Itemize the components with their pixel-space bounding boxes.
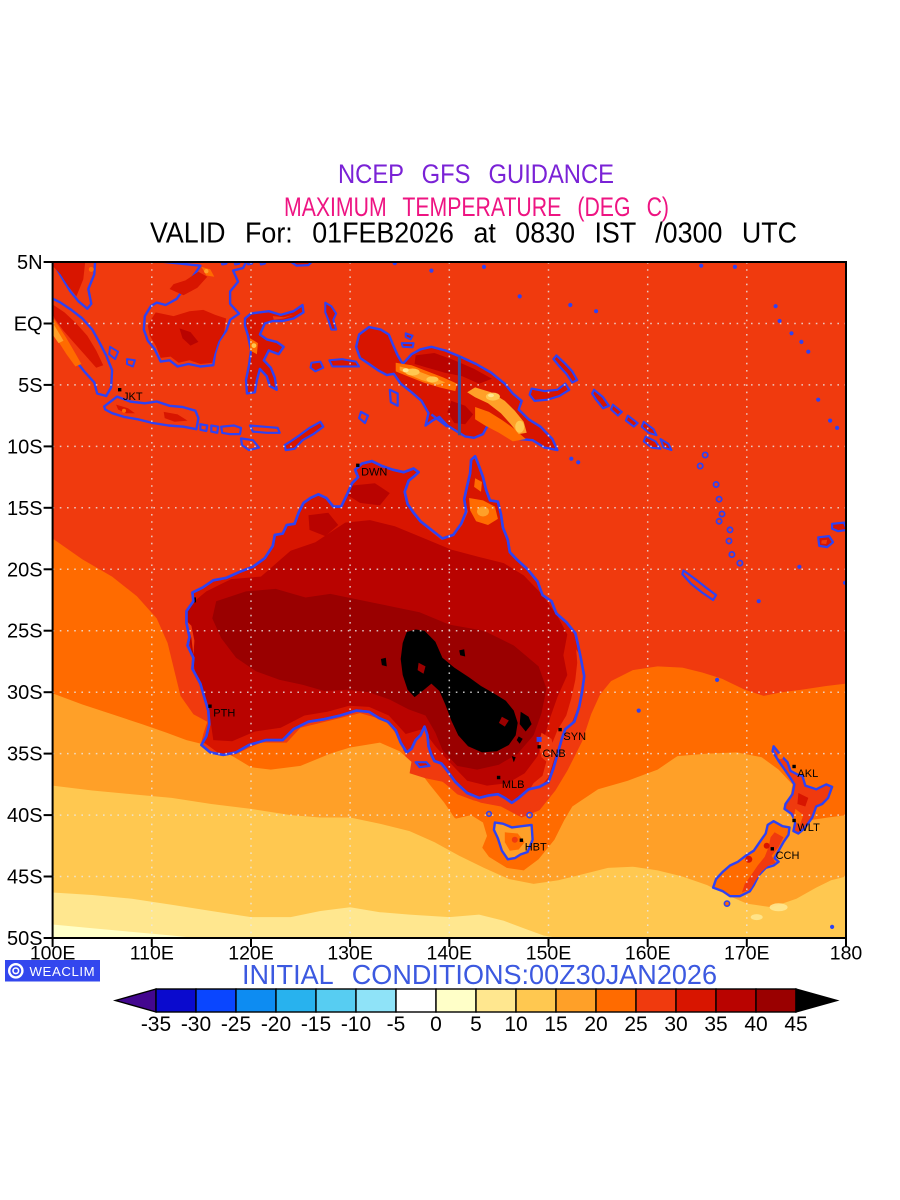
svg-text:40: 40 (744, 1013, 767, 1036)
svg-text:MLB: MLB (502, 779, 525, 791)
svg-text:45S: 45S (7, 867, 43, 889)
svg-text:150E: 150E (526, 943, 572, 965)
svg-text:-15: -15 (301, 1013, 331, 1036)
svg-text:VALID For: 01FEB2026 at 0830 I: VALID For: 01FEB2026 at 0830 IST /0300 U… (150, 218, 797, 250)
svg-text:10: 10 (504, 1013, 527, 1036)
svg-text:INITIAL CONDITIONS:00Z30JAN202: INITIAL CONDITIONS:00Z30JAN2026 (242, 959, 717, 990)
svg-text:5S: 5S (18, 375, 42, 397)
svg-text:HBT: HBT (525, 842, 547, 854)
svg-text:-35: -35 (141, 1013, 171, 1036)
svg-text:SYN: SYN (563, 731, 586, 743)
svg-text:180: 180 (830, 943, 863, 965)
svg-text:WEACLIM: WEACLIM (30, 964, 96, 979)
svg-text:15: 15 (544, 1013, 567, 1036)
svg-text:35: 35 (704, 1013, 727, 1036)
svg-text:JKT: JKT (123, 391, 143, 403)
svg-text:30S: 30S (7, 682, 43, 704)
svg-text:15S: 15S (7, 498, 43, 520)
svg-text:25: 25 (624, 1013, 647, 1036)
svg-text:CCH: CCH (776, 850, 800, 862)
svg-text:NCEP GFS GUIDANCE: NCEP GFS GUIDANCE (338, 159, 614, 189)
svg-text:PTH: PTH (213, 708, 235, 720)
svg-text:20: 20 (584, 1013, 607, 1036)
svg-text:50S: 50S (7, 928, 43, 950)
svg-text:-25: -25 (221, 1013, 251, 1036)
svg-text:100E: 100E (30, 943, 76, 965)
svg-text:-5: -5 (387, 1013, 406, 1036)
svg-text:120E: 120E (228, 943, 274, 965)
svg-text:AKL: AKL (797, 768, 818, 780)
svg-text:-20: -20 (261, 1013, 291, 1036)
svg-text:EQ: EQ (14, 314, 43, 336)
svg-text:170E: 170E (724, 943, 770, 965)
svg-text:30: 30 (664, 1013, 687, 1036)
svg-text:110E: 110E (130, 943, 174, 965)
svg-text:MAXIMUM TEMPERATURE (DEG C): MAXIMUM TEMPERATURE (DEG C) (284, 192, 669, 222)
svg-text:5: 5 (470, 1013, 482, 1036)
svg-text:40S: 40S (7, 805, 43, 827)
svg-text:0: 0 (430, 1013, 442, 1036)
svg-text:160E: 160E (625, 943, 671, 965)
svg-text:DWN: DWN (361, 467, 387, 479)
svg-text:5N: 5N (17, 252, 43, 274)
svg-text:140E: 140E (427, 943, 473, 965)
svg-text:WLT: WLT (797, 822, 820, 834)
svg-text:130E: 130E (327, 943, 373, 965)
svg-text:25S: 25S (7, 621, 43, 643)
svg-text:CNB: CNB (543, 748, 566, 760)
svg-text:10S: 10S (7, 436, 43, 458)
svg-text:35S: 35S (7, 744, 43, 766)
svg-text:45: 45 (784, 1013, 807, 1036)
svg-text:20S: 20S (7, 559, 43, 581)
svg-text:-10: -10 (341, 1013, 371, 1036)
svg-text:-30: -30 (181, 1013, 211, 1036)
